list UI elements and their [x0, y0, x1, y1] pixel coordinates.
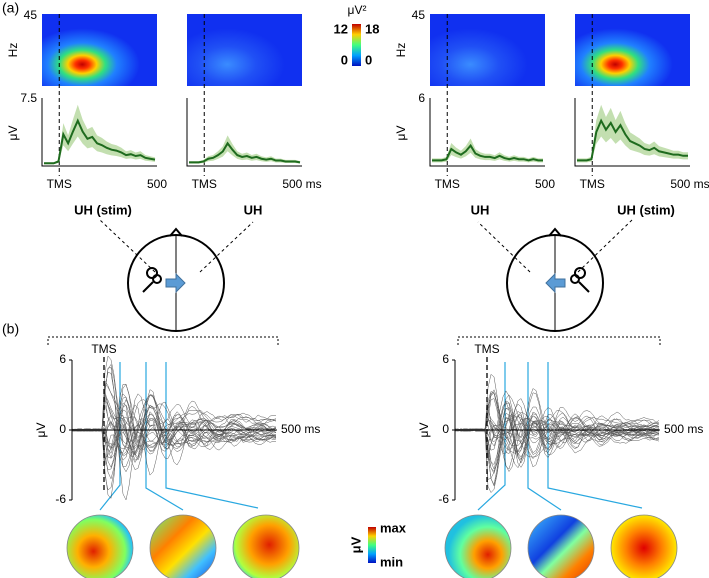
colorbar-label: 18 — [365, 21, 379, 36]
topomaps — [66, 514, 678, 578]
head-diagram — [47, 219, 661, 345]
y-axis-label: μV — [394, 126, 408, 141]
y-axis-label: μV — [34, 423, 48, 438]
panel-label: (a) — [2, 0, 19, 16]
y-tick-label: -6 — [438, 492, 449, 506]
trace-band — [432, 138, 543, 163]
y-tick-label: 6 — [442, 352, 449, 366]
axis — [41, 98, 157, 167]
butterfly-trace — [454, 414, 660, 480]
x-tick-label: TMS — [580, 177, 605, 191]
butterfly-trace — [454, 412, 660, 487]
butterfly-trace — [454, 388, 660, 437]
butterfly-trace — [454, 417, 660, 475]
x-tick-label: 500 — [535, 177, 555, 191]
panel-label: (b) — [2, 321, 19, 337]
spectrogram — [187, 14, 302, 86]
butterfly-trace — [454, 428, 660, 441]
butterfly-trace — [71, 389, 277, 463]
butterfly-trace — [454, 422, 660, 437]
butterfly-trace — [454, 418, 660, 446]
butterfly-trace — [71, 383, 277, 499]
y-axis-label: Hz — [394, 43, 408, 58]
x-tick-label: TMS — [192, 177, 217, 191]
y-tick-label: 45 — [412, 8, 426, 22]
butterfly-trace — [71, 402, 277, 468]
y-tick-label: 0 — [59, 422, 66, 436]
y-tick-label: 6 — [418, 91, 425, 105]
head-label: UH (stim) — [74, 202, 132, 217]
y-axis-label: μV — [417, 423, 431, 438]
butterfly-trace — [454, 415, 660, 469]
x-tick-label: 500 ms — [281, 422, 320, 436]
butterfly-trace — [71, 420, 277, 470]
topo-colorbar-label: min — [380, 554, 403, 569]
x-tick-label: 500 — [147, 177, 167, 191]
y-axis-label: μV — [6, 126, 20, 141]
trace — [44, 118, 156, 165]
tms-label: TMS — [91, 342, 116, 356]
axis — [186, 98, 302, 167]
trace-band — [44, 104, 155, 165]
y-tick-label: 7.5 — [20, 91, 37, 105]
head-label: UH — [244, 202, 263, 217]
colorbar-label: 0 — [341, 52, 348, 67]
trace — [432, 143, 543, 162]
spectrogram — [430, 14, 545, 86]
y-tick-label: 6 — [59, 352, 66, 366]
butterfly-trace — [454, 400, 660, 447]
butterfly-trace — [71, 404, 277, 454]
butterfly-trace — [71, 383, 277, 432]
x-tick-label: TMS — [435, 177, 460, 191]
x-tick-label: 500 ms — [282, 177, 321, 191]
x-tick-label: 500 ms — [670, 177, 709, 191]
tms-label: TMS — [474, 342, 499, 356]
colorbar-label: 0 — [365, 52, 372, 67]
butterfly-traces — [71, 355, 277, 501]
topo-colorbar-label: max — [380, 520, 407, 535]
y-tick-label: -6 — [55, 492, 66, 506]
head-label: UH (stim) — [617, 202, 675, 217]
colorbar — [352, 24, 361, 66]
trace — [189, 141, 301, 164]
butterfly-trace — [71, 404, 277, 454]
trace — [577, 118, 688, 162]
spectrogram — [575, 14, 690, 86]
y-axis-label: Hz — [6, 43, 20, 58]
head-label: UH — [471, 202, 490, 217]
colorbar-label: 12 — [334, 21, 348, 36]
butterfly-trace — [454, 389, 660, 439]
axis — [429, 98, 545, 167]
butterfly-trace — [454, 394, 660, 451]
butterfly-traces — [454, 373, 660, 493]
butterfly-trace — [71, 383, 277, 449]
trace-band — [577, 104, 688, 163]
butterfly-trace — [71, 416, 277, 460]
colorbar-unit: μV² — [348, 3, 367, 17]
x-tick-label: 500 ms — [664, 422, 703, 436]
spectrogram — [42, 14, 157, 86]
y-tick-label: 45 — [24, 8, 38, 22]
topo-colorbar-unit: μV — [348, 536, 363, 553]
x-tick-label: TMS — [47, 177, 72, 191]
axis — [574, 98, 690, 167]
y-tick-label: 0 — [442, 422, 449, 436]
topo-colorbar — [368, 527, 376, 563]
